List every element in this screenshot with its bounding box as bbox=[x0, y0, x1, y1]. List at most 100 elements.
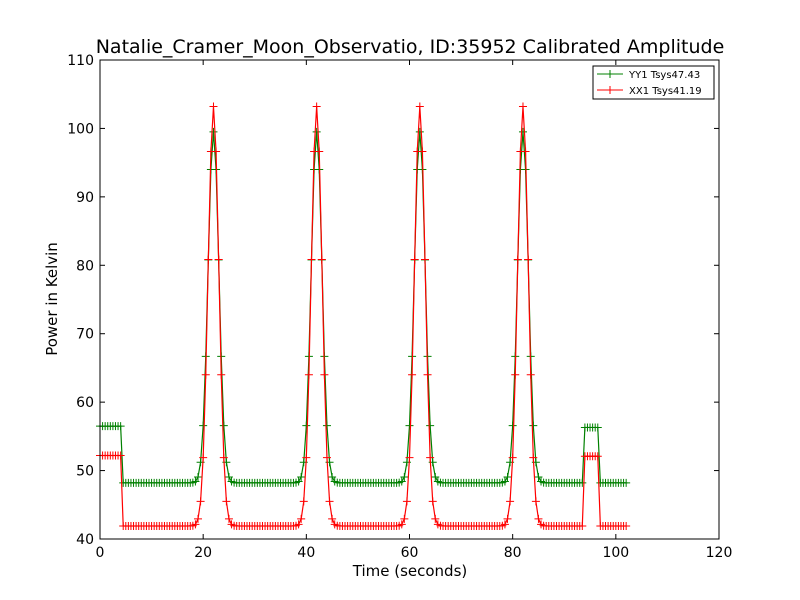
series-0-point-117 bbox=[397, 477, 406, 486]
series-0-point-37 bbox=[191, 477, 200, 486]
x-tick-label-0: 0 bbox=[96, 545, 105, 561]
series-1-point-129 bbox=[428, 497, 437, 506]
x-tick-label-5: 100 bbox=[602, 545, 629, 561]
series-0-point-170 bbox=[534, 472, 543, 481]
series-1-point-89 bbox=[325, 497, 334, 506]
y-axis-title: Power in Kelvin bbox=[43, 242, 61, 356]
series-0-point-38 bbox=[194, 472, 203, 481]
series-1-point-37 bbox=[191, 520, 200, 529]
series-0-point-50 bbox=[224, 472, 233, 481]
series-1-point-45 bbox=[212, 147, 221, 156]
series-0-point-44 bbox=[209, 127, 218, 136]
series-1-point-88 bbox=[322, 453, 331, 462]
series-1-point-46 bbox=[214, 255, 223, 264]
series-1-point-125 bbox=[418, 147, 427, 156]
series-0-point-120 bbox=[405, 421, 414, 430]
series-0-point-158 bbox=[503, 472, 512, 481]
series-0-point-204 bbox=[622, 478, 631, 487]
series-1-point-158 bbox=[503, 514, 512, 523]
x-tick-label-1: 20 bbox=[194, 545, 212, 561]
series-1-point-85 bbox=[315, 147, 324, 156]
y-tick-label-6: 100 bbox=[67, 121, 94, 137]
series-0-point-8 bbox=[116, 422, 125, 431]
series-1-point-159 bbox=[506, 497, 515, 506]
x-tick-label-6: 120 bbox=[706, 545, 733, 561]
series-1-point-168 bbox=[529, 453, 538, 462]
series-1-point-157 bbox=[500, 520, 509, 529]
series-1-point-122 bbox=[410, 255, 419, 264]
series-1-point-86 bbox=[317, 255, 326, 264]
y-tick-label-4: 80 bbox=[76, 258, 94, 274]
legend: YY1 Tsys47.43 XX1 Tsys41.19 bbox=[592, 65, 715, 100]
series-1-point-80 bbox=[302, 453, 311, 462]
series-1-point-79 bbox=[299, 497, 308, 506]
series-1-point-44 bbox=[209, 102, 218, 111]
series-1-point-117 bbox=[397, 520, 406, 529]
series-1-point-8 bbox=[116, 451, 125, 460]
series-0-point-168 bbox=[529, 421, 538, 430]
series-0-point-77 bbox=[294, 477, 303, 486]
series-1-point-47 bbox=[217, 370, 226, 379]
series-1-point-193 bbox=[593, 452, 602, 461]
series-1-point-49 bbox=[222, 497, 231, 506]
ticks-layer: 0 20 40 60 80 100 120 40 50 60 70 80 90 100 110 bbox=[67, 53, 732, 561]
x-tick-label-4: 80 bbox=[504, 545, 522, 561]
series-1-point-48 bbox=[219, 453, 228, 462]
series-1-point-77 bbox=[294, 520, 303, 529]
series-1-point-126 bbox=[420, 255, 429, 264]
series-0-point-124 bbox=[415, 127, 424, 136]
series-0-point-118 bbox=[400, 472, 409, 481]
series-1-point-90 bbox=[328, 514, 337, 523]
series-1-point-166 bbox=[524, 255, 533, 264]
series-1-point-128 bbox=[426, 453, 435, 462]
series-1-point-38 bbox=[194, 514, 203, 523]
series-1-point-204 bbox=[622, 521, 631, 530]
series-1-point-161 bbox=[511, 370, 520, 379]
series-1-point-169 bbox=[531, 497, 540, 506]
series-1-point-165 bbox=[521, 147, 530, 156]
series-1-point-121 bbox=[408, 370, 417, 379]
series-0-point-187 bbox=[578, 478, 587, 487]
series-0-point-164 bbox=[518, 127, 527, 136]
y-tick-label-2: 60 bbox=[76, 395, 94, 411]
series-0-point-193 bbox=[593, 423, 602, 432]
series-0-point-157 bbox=[500, 477, 509, 486]
series-1-point-160 bbox=[508, 453, 517, 462]
series-1-point-167 bbox=[526, 370, 535, 379]
series-1-point-81 bbox=[304, 370, 313, 379]
series-1-point-40 bbox=[199, 453, 208, 462]
series-0-point-78 bbox=[297, 472, 306, 481]
legend-entry-yy1: YY1 Tsys47.43 bbox=[597, 70, 700, 81]
series-1-point-84 bbox=[312, 102, 321, 111]
y-tick-label-1: 50 bbox=[76, 464, 94, 480]
series-1-point-162 bbox=[513, 255, 522, 264]
series-0-point-48 bbox=[219, 421, 228, 430]
series-1-point-119 bbox=[402, 497, 411, 506]
legend-box bbox=[592, 65, 715, 100]
legend-label-yy1: YY1 Tsys47.43 bbox=[628, 70, 700, 81]
series-1-point-82 bbox=[307, 255, 316, 264]
series-1-point-170 bbox=[534, 514, 543, 523]
legend-entry-xx1: XX1 Tsys41.19 bbox=[597, 86, 702, 97]
series-0-point-130 bbox=[431, 472, 440, 481]
series-1-point-127 bbox=[423, 370, 432, 379]
y-tick-label-7: 110 bbox=[67, 53, 94, 69]
series-1-point-187 bbox=[578, 521, 587, 530]
y-tick-label-0: 40 bbox=[76, 532, 94, 548]
y-tick-label-3: 70 bbox=[76, 327, 94, 343]
x-tick-label-3: 60 bbox=[401, 545, 419, 561]
series-1-point-42 bbox=[204, 255, 213, 264]
chart-title: Natalie_Cramer_Moon_Observatio, ID:35952… bbox=[96, 36, 725, 58]
series-0-point-84 bbox=[312, 127, 321, 136]
series-0-point-90 bbox=[328, 472, 337, 481]
series-0-point-80 bbox=[302, 421, 311, 430]
series-1-point-124 bbox=[415, 102, 424, 111]
series-1-point-130 bbox=[431, 514, 440, 523]
x-tick-label-2: 40 bbox=[297, 545, 315, 561]
series-0-point-128 bbox=[426, 421, 435, 430]
series-0-point-88 bbox=[322, 421, 331, 430]
series-1-point-120 bbox=[405, 453, 414, 462]
series-1-point-118 bbox=[400, 514, 409, 523]
